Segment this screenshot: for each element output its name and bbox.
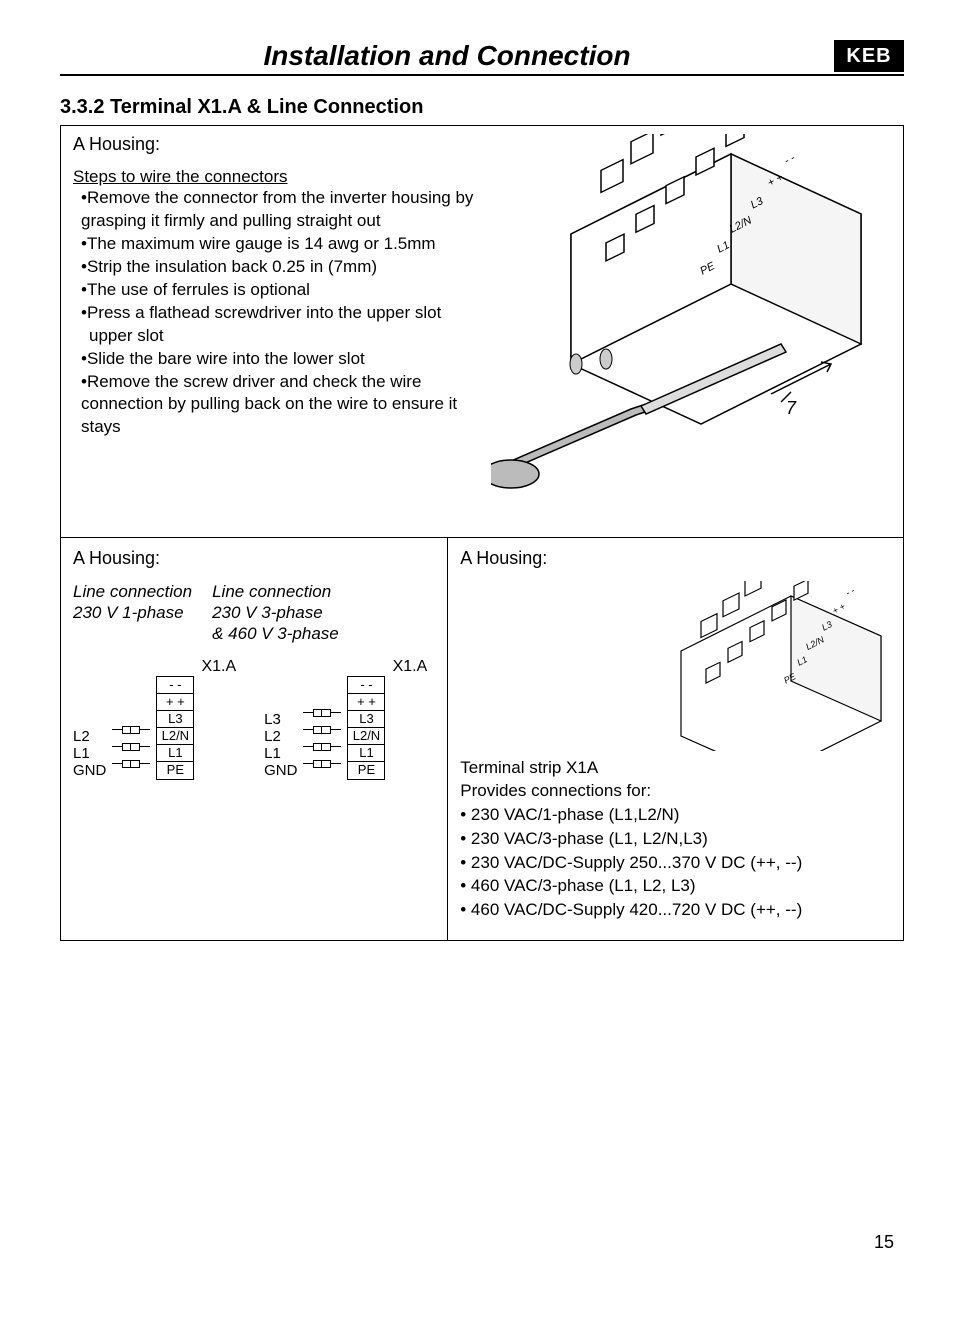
wire-l2: L2: [73, 729, 106, 746]
svg-text:- -: - -: [782, 152, 797, 168]
wire-lines-2: [303, 678, 341, 780]
steps-list: •Remove the connector from the inverter …: [73, 187, 481, 439]
conn-item: • 460 VAC/DC-Supply 420...720 V DC (++, …: [460, 898, 891, 922]
housing-label-ll: A Housing:: [73, 548, 435, 569]
svg-text:- -: - -: [844, 585, 856, 598]
cell: L3: [348, 711, 384, 728]
wire-seven-label: 7: [786, 398, 797, 418]
connector-illustration-large: - - + + L3 L2/N L1 PE: [491, 134, 891, 519]
cell: L1: [157, 745, 193, 762]
conn2-sub1: 230 V 3-phase: [212, 602, 339, 623]
provides-label: Provides connections for:: [460, 779, 891, 803]
step-item-cont: upper slot: [81, 325, 481, 348]
wire-l2: L2: [264, 729, 297, 746]
step-item: •Strip the insulation back 0.25 in (7mm): [81, 256, 481, 279]
terminal-diagram-1phase: X1.A L2 L1 GND: [73, 658, 244, 780]
cell: + +: [157, 694, 193, 711]
cell: + +: [348, 694, 384, 711]
svg-text:+ +: + +: [831, 601, 847, 616]
conn-item: • 230 VAC/1-phase (L1,L2/N): [460, 803, 891, 827]
page-header: Installation and Connection KEB: [60, 40, 904, 76]
terminal-cells-2: - - + + L3 L2/N L1 PE: [347, 676, 385, 780]
conn-item: • 460 VAC/3-phase (L1, L2, L3): [460, 874, 891, 898]
step-item: •Press a flathead screwdriver into the u…: [81, 302, 481, 325]
connection-info: Terminal strip X1A Provides connections …: [460, 756, 891, 923]
x1a-label: X1.A: [73, 658, 244, 676]
section-heading: 3.3.2 Terminal X1.A & Line Connection: [60, 96, 904, 119]
steps-title: Steps to wire the connectors: [73, 167, 481, 187]
wire-gnd: GND: [73, 763, 106, 780]
wire-l3: L3: [264, 712, 297, 729]
wire-l1: L1: [73, 746, 106, 763]
cell: - -: [348, 677, 384, 694]
wire-labels-1: L2 L1 GND: [73, 678, 106, 780]
cell: L1: [348, 745, 384, 762]
conn1-sub: 230 V 1-phase: [73, 602, 192, 623]
wire-lines-1: [112, 678, 150, 780]
cell: L2/N: [348, 728, 384, 745]
conn-item: • 230 VAC/3-phase (L1, L2/N,L3): [460, 827, 891, 851]
step-item: •Remove the connector from the inverter …: [81, 187, 481, 233]
conn1-title: Line connection: [73, 581, 192, 602]
line-conn-2: Line connection 230 V 3-phase & 460 V 3-…: [212, 581, 339, 645]
conn2-title: Line connection: [212, 581, 339, 602]
line-conn-1: Line connection 230 V 1-phase: [73, 581, 192, 645]
lower-panels: A Housing: Line connection 230 V 1-phase…: [60, 537, 904, 942]
strip-title: Terminal strip X1A: [460, 756, 891, 780]
wiring-steps-box: A Housing: Steps to wire the connectors …: [60, 125, 904, 538]
cell: PE: [157, 762, 193, 779]
wire-l1: L1: [264, 746, 297, 763]
housing-label-lr: A Housing:: [460, 548, 891, 569]
page-number: 15: [874, 1232, 894, 1253]
conn2-sub2: & 460 V 3-phase: [212, 623, 339, 644]
cell: L2/N: [157, 728, 193, 745]
step-item: •The use of ferrules is optional: [81, 279, 481, 302]
housing-label-top: A Housing:: [73, 134, 481, 155]
wire-gnd: GND: [264, 763, 297, 780]
cell: PE: [348, 762, 384, 779]
terminal-strip-info-box: A Housing:: [448, 537, 904, 942]
step-item: •The maximum wire gauge is 14 awg or 1.5…: [81, 233, 481, 256]
wire-labels-2: L3 L2 L1 GND: [264, 678, 297, 780]
cell: L3: [157, 711, 193, 728]
keb-logo: KEB: [834, 40, 904, 72]
terminal-cells-1: - - + + L3 L2/N L1 PE: [156, 676, 194, 780]
conn-item: • 230 VAC/DC-Supply 250...370 V DC (++, …: [460, 851, 891, 875]
connector-illustration-small: - - + + L3 L2/N L1 PE: [661, 581, 891, 756]
terminal-diagram-3phase: X1.A L3 L2 L1 GND: [264, 658, 435, 780]
step-item: •Slide the bare wire into the lower slot: [81, 348, 481, 371]
header-title: Installation and Connection: [60, 40, 834, 72]
line-connection-box: A Housing: Line connection 230 V 1-phase…: [60, 537, 448, 942]
cell: - -: [157, 677, 193, 694]
x1a-label-2: X1.A: [264, 658, 435, 676]
step-item: •Remove the screw driver and check the w…: [81, 371, 481, 440]
